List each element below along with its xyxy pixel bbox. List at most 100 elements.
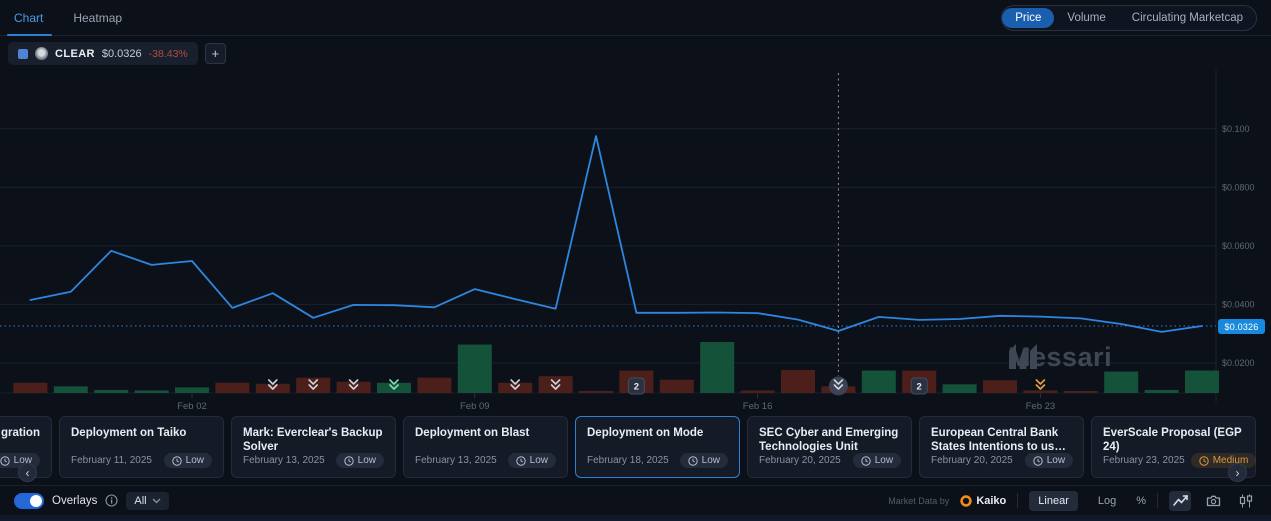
severity-label: Low: [1046, 455, 1066, 466]
event-marker[interactable]: [389, 379, 399, 390]
volume-bar[interactable]: [13, 382, 48, 393]
chevron-double-down-icon: [1035, 379, 1046, 390]
volume-bar[interactable]: [942, 384, 977, 393]
line-chart-type-button[interactable]: [1169, 490, 1191, 511]
event-marker[interactable]: [828, 376, 848, 396]
volume-bar[interactable]: [336, 381, 371, 393]
volume-bar[interactable]: [215, 382, 250, 393]
severity-badge: Low: [679, 453, 728, 468]
x-axis-tick-label: Feb 02: [177, 401, 207, 412]
severity-badge: Low: [1024, 453, 1074, 468]
event-card[interactable]: EverScale Proposal (EGP 24) February 23, …: [1091, 416, 1257, 478]
volume-bar[interactable]: [53, 386, 88, 393]
y-axis-tick-label: $0.100: [1222, 124, 1250, 134]
chevron-double-down-icon: [308, 379, 318, 390]
percent-scale-button[interactable]: %: [1136, 494, 1146, 507]
volume-bar[interactable]: [457, 344, 492, 393]
event-card[interactable]: Mark: Everclear's Backup Solver February …: [231, 416, 396, 478]
volume-bar[interactable]: [781, 370, 815, 393]
overlays-toggle[interactable]: [14, 492, 44, 509]
volume-bar[interactable]: [740, 390, 775, 393]
severity-badge: Low: [163, 453, 212, 468]
volume-bar[interactable]: [659, 379, 694, 393]
tab-chart[interactable]: Chart: [6, 0, 53, 36]
volume-bar[interactable]: [134, 390, 169, 393]
chevron-double-down-icon: [550, 379, 561, 390]
divider: [1157, 493, 1158, 508]
event-card-date: February 18, 2025: [587, 455, 669, 466]
metric-tab-volume[interactable]: Volume: [1067, 11, 1106, 24]
kaiko-link[interactable]: Kaiko: [960, 495, 1006, 507]
severity-label: Medium: [1212, 455, 1249, 466]
price-line: [29, 135, 1203, 333]
volume-bar[interactable]: [579, 390, 613, 393]
volume-bar[interactable]: [983, 380, 1017, 393]
chevron-double-down-icon: [833, 379, 844, 390]
kaiko-logo-icon: [960, 494, 973, 507]
event-marker[interactable]: 2: [910, 377, 928, 395]
volume-bar[interactable]: [296, 377, 331, 393]
snapshot-button[interactable]: [1202, 491, 1224, 511]
event-marker[interactable]: 2: [627, 377, 645, 395]
event-marker[interactable]: [1035, 379, 1046, 390]
severity-label: Low: [357, 455, 376, 466]
token-pill[interactable]: CLEAR $0.0326 -38.43%: [8, 42, 198, 65]
tab-heatmap[interactable]: Heatmap: [73, 10, 123, 25]
event-marker[interactable]: [308, 379, 318, 390]
volume-bar[interactable]: [1023, 390, 1058, 393]
candlestick-type-button[interactable]: [1235, 491, 1257, 511]
price-chart: $0.100 $0.0800 $0.0600 $0.0400 $0.0200 Feb 02…: [0, 70, 1271, 415]
cards-prev-button[interactable]: ‹: [18, 463, 37, 482]
volume-bar[interactable]: [1144, 389, 1179, 393]
info-icon[interactable]: [105, 494, 118, 507]
clock-icon: [0, 455, 10, 466]
event-card-title: Deployment on Taiko: [71, 427, 187, 439]
volume-bar[interactable]: [417, 377, 452, 393]
chart-canvas[interactable]: $0.100 $0.0800 $0.0600 $0.0400 $0.0200 Feb 02…: [0, 70, 1271, 415]
view-tabs: Chart Heatmap: [6, 0, 123, 36]
metric-tab-circulating-marketcap[interactable]: Circulating Marketcap: [1131, 11, 1243, 24]
overlay-filter-dropdown[interactable]: All: [126, 491, 169, 510]
event-count-label: 2: [917, 382, 922, 393]
market-data-attribution: Market Data by: [888, 495, 950, 506]
volume-bar[interactable]: [861, 370, 896, 393]
event-card[interactable]: SEC Cyber and Emerging Technologies Unit…: [747, 416, 912, 478]
volume-bar[interactable]: [1185, 370, 1219, 393]
volume-bar[interactable]: [175, 387, 209, 393]
candlestick-icon: [1239, 494, 1253, 507]
y-axis-tick-label: $0.0600: [1222, 241, 1255, 251]
event-card[interactable]: gration Low: [0, 416, 52, 478]
event-marker[interactable]: [510, 379, 520, 390]
divider: [1017, 493, 1019, 508]
event-card[interactable]: Deployment on Taiko February 11, 2025 Low: [59, 416, 224, 478]
volume-bar[interactable]: [1063, 391, 1098, 393]
volume-bar[interactable]: [94, 389, 129, 393]
severity-label: Low: [529, 455, 548, 466]
line-chart-icon: [1172, 495, 1188, 506]
y-axis-tick-label: $0.0400: [1222, 299, 1255, 309]
event-card[interactable]: Deployment on Blast February 13, 2025 Low: [403, 416, 568, 478]
kaiko-label: Kaiko: [976, 494, 1007, 507]
event-marker[interactable]: [268, 379, 278, 390]
event-marker[interactable]: [550, 379, 561, 390]
clock-icon: [515, 455, 526, 466]
event-count-badge: [910, 377, 928, 395]
toggle-knob: [30, 494, 42, 507]
severity-badge: Low: [507, 453, 556, 468]
volume-bar[interactable]: [1104, 371, 1139, 393]
scale-log-button[interactable]: Log: [1097, 494, 1117, 507]
overlay-filter-value: All: [134, 494, 147, 507]
metric-tab-price[interactable]: Price: [1002, 7, 1055, 28]
event-marker[interactable]: [348, 379, 359, 390]
x-axis-tick-label: Feb 16: [743, 401, 773, 412]
messari-logo-icon: [1009, 344, 1037, 369]
selected-event-marker: [828, 376, 848, 396]
scale-linear-button[interactable]: Linear: [1029, 490, 1078, 511]
volume-bar[interactable]: [700, 342, 735, 393]
cards-next-button[interactable]: ›: [1228, 463, 1247, 482]
severity-label: Low: [13, 455, 32, 466]
add-asset-button[interactable]: +: [204, 43, 226, 64]
event-card-date: February 11, 2025: [71, 455, 152, 466]
event-card[interactable]: European Central Bank States Intentions …: [919, 416, 1084, 478]
event-card[interactable]: Deployment on Mode February 18, 2025 Low: [575, 416, 740, 478]
